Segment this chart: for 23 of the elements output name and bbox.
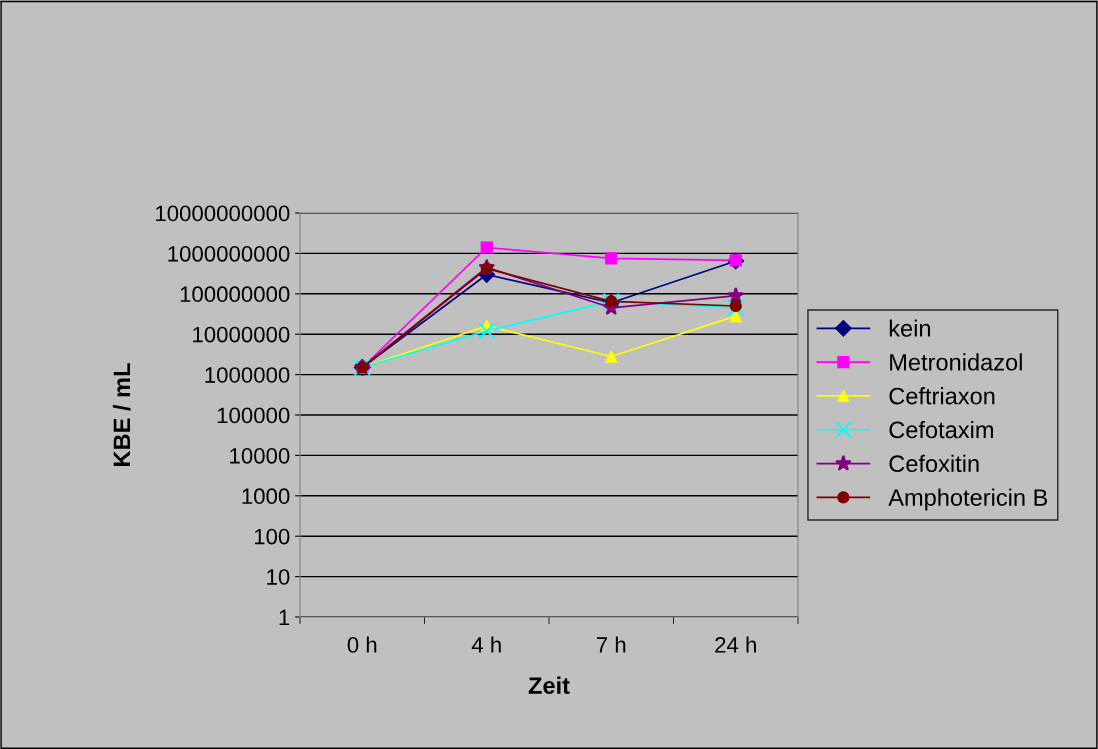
legend-label: Metronidazol: [890, 353, 1022, 371]
y-axis-title: KBE / mL: [112, 363, 131, 466]
legend-label: Cefoxitin: [889, 454, 979, 473]
legend-label: Ceftriaxon: [889, 387, 995, 405]
y-tick-label: 100000: [217, 407, 290, 424]
x-tick-label: 4 h: [471, 636, 501, 653]
y-tick-label: 1: [279, 609, 290, 626]
x-tick-label: 7 h: [596, 636, 626, 653]
y-tick-label: 1000: [242, 488, 290, 505]
x-tick-label: 24 h: [715, 636, 756, 653]
x-axis-title: Zeit: [528, 676, 570, 694]
legend-label: kein: [889, 319, 931, 337]
legend-label: Cefotaxim: [889, 420, 993, 439]
y-tick-label: 1000000000: [168, 245, 290, 262]
y-tick-label: 10000: [230, 447, 290, 464]
x-tick-label: 0 h: [347, 636, 377, 653]
y-tick-label: 100: [254, 528, 290, 545]
y-tick-label: 100000000: [180, 286, 290, 303]
y-tick-label: 10000000: [193, 326, 290, 343]
y-tick-label: 10: [267, 569, 290, 585]
y-tick-label: 1000000: [205, 367, 290, 383]
y-tick-label: 10000000000: [156, 205, 290, 222]
legend-label: Amphotericin B: [888, 488, 1048, 511]
